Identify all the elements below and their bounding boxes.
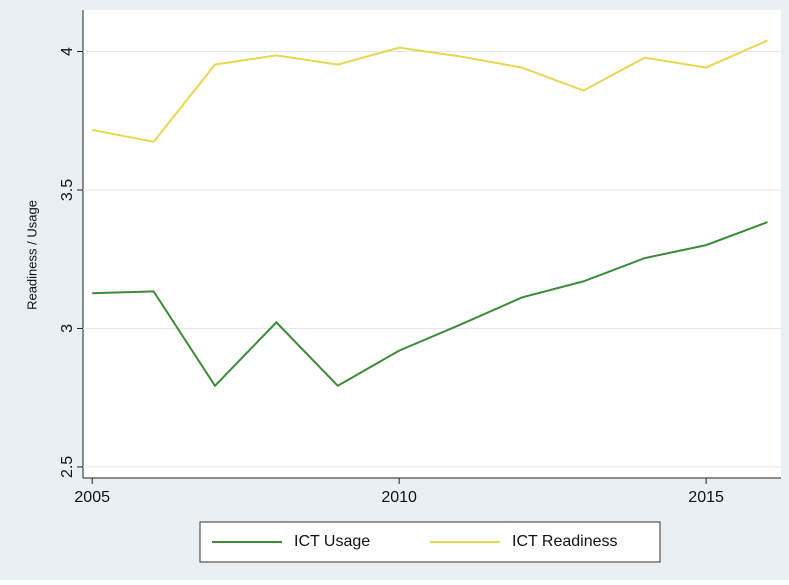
x-tick-label: 2010 [381,489,417,506]
y-axis-title: Readiness / Usage [24,200,39,310]
line-series [92,221,768,388]
y-tick-label: 2.5 [59,456,76,478]
line-series [92,39,768,143]
y-tick-label: 3.5 [59,179,76,201]
legend-label: ICT Usage [294,533,370,550]
x-tick-label: 2005 [74,489,110,506]
y-tick-label: 4 [59,47,76,56]
x-tick-label: 2015 [688,489,724,506]
plot-area [83,10,781,478]
legend-label: ICT Readiness [512,533,618,550]
y-tick-label: 3 [59,324,76,333]
